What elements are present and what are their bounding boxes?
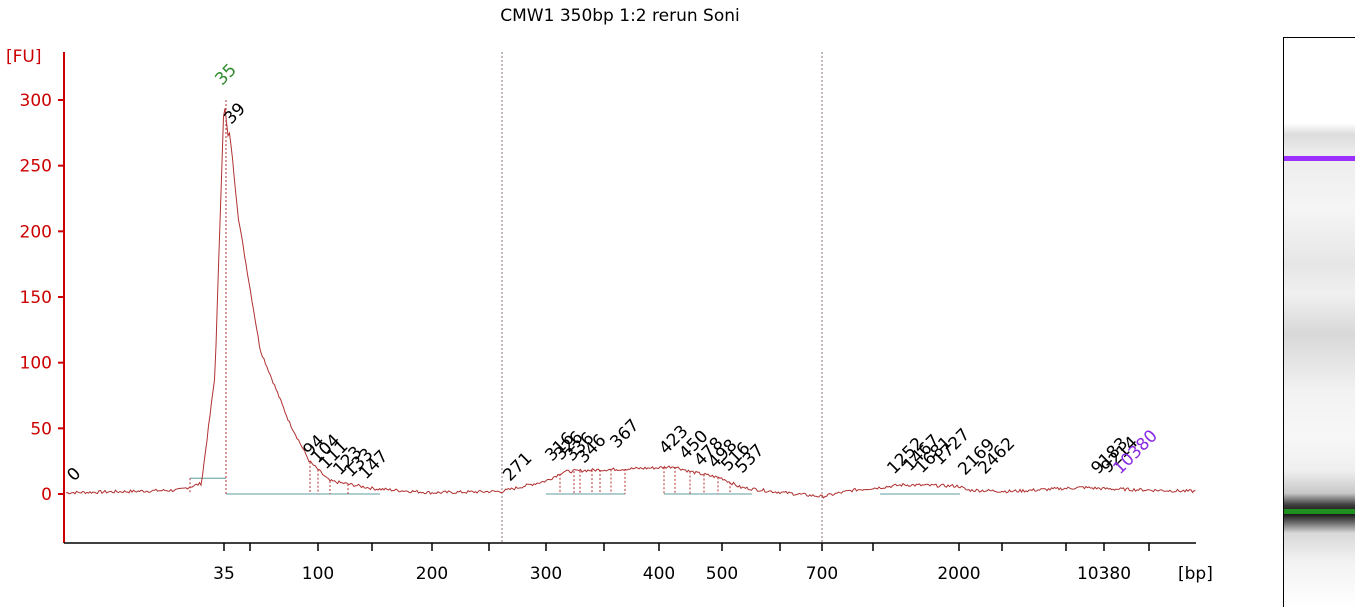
- x-tick-label: 35: [213, 564, 235, 584]
- gel-lower-marker-band: [1284, 509, 1355, 514]
- x-tick-label: 2000: [937, 564, 980, 584]
- x-axis-label: [bp]: [1178, 564, 1213, 584]
- x-tick-label: 100: [302, 564, 334, 584]
- y-tick-label: 100: [20, 354, 52, 374]
- peak-label: 271: [499, 448, 536, 485]
- trace-line: [65, 108, 1196, 499]
- y-axis-label: [FU]: [6, 47, 42, 67]
- x-tick-label: 500: [706, 564, 738, 584]
- peak-label: 367: [606, 415, 643, 452]
- x-tick-label: 300: [530, 564, 562, 584]
- peak-label: 39: [220, 99, 249, 128]
- electropherogram-plot: 0 50 100 150 200 250 300 35 100 200 300 400 500 700 20…: [6, 47, 1213, 584]
- x-tick-label: 700: [806, 564, 838, 584]
- peak-label: 35: [211, 60, 240, 89]
- y-tick-label: 300: [20, 91, 52, 111]
- peak-label: 0: [63, 464, 85, 486]
- gel-lane: [1283, 37, 1355, 607]
- region-markers: [501, 52, 823, 543]
- y-tick-label: 250: [20, 157, 52, 177]
- y-tick-label: 200: [20, 222, 52, 242]
- chart-title: CMW1 350bp 1:2 rerun Soni: [500, 6, 740, 26]
- y-tick-label: 0: [41, 485, 52, 505]
- x-tick-label: 10380: [1077, 564, 1131, 584]
- peak-baselines: [189, 100, 960, 495]
- axes: 0 50 100 150 200 250 300 35 100 200 300 400 500 700 20…: [20, 52, 1196, 584]
- x-tick-label: 400: [643, 564, 675, 584]
- gel-upper-marker-band: [1284, 156, 1355, 161]
- trace: [65, 108, 1196, 499]
- x-tick-label: 200: [416, 564, 448, 584]
- y-tick-label: 50: [30, 419, 52, 439]
- y-tick-label: 150: [20, 288, 52, 308]
